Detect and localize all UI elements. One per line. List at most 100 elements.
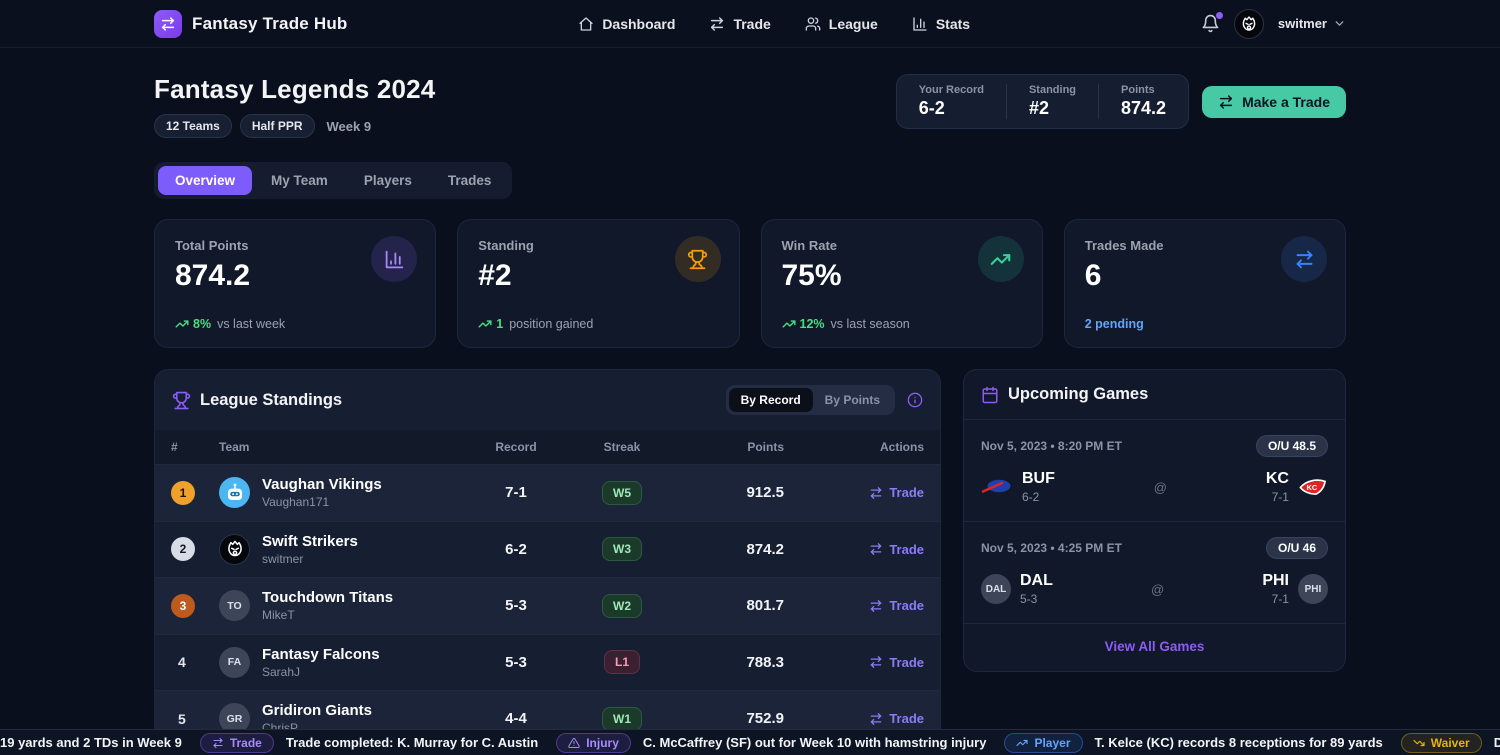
- bar-chart-icon: [371, 236, 418, 282]
- team-owner: Vaughan171: [262, 495, 330, 510]
- tab-players[interactable]: Players: [363, 173, 412, 188]
- table-header: # Team Record Streak Points Actions: [155, 430, 940, 464]
- swap-icon: [709, 16, 725, 32]
- trending-up-icon: [478, 317, 492, 331]
- rank-number: 4: [178, 654, 186, 671]
- injury-tag-badge: Injury: [556, 732, 631, 753]
- team-owner: switmer: [262, 551, 304, 566]
- make-a-trade-button[interactable]: Make a Trade: [1202, 85, 1346, 118]
- trade-button[interactable]: Trade: [869, 655, 924, 670]
- team-points: 788.3: [746, 653, 784, 671]
- swap-icon: [869, 712, 883, 726]
- rank-number: 5: [178, 710, 186, 727]
- standings-title: League Standings: [200, 390, 343, 409]
- trophy-icon: [172, 391, 191, 410]
- home-team-record: 7-1: [1271, 490, 1289, 504]
- team-name: Gridiron Giants: [262, 702, 373, 720]
- game-datetime: Nov 5, 2023 • 4:25 PM ET: [981, 541, 1122, 555]
- week-label: Week 9: [326, 118, 372, 134]
- points-label: Points: [1121, 84, 1155, 96]
- standing-label: Standing: [1028, 84, 1077, 96]
- team-points: 874.2: [746, 540, 784, 558]
- user-menu[interactable]: switmer: [1278, 16, 1346, 31]
- game-card: Nov 5, 2023 • 8:20 PM ET O/U 48.5 BUF 6-…: [964, 420, 1345, 521]
- view-all-games-link[interactable]: View All Games: [1104, 639, 1205, 654]
- nav-item-dashboard[interactable]: Dashboard: [578, 16, 675, 32]
- notifications-button[interactable]: [1201, 12, 1223, 33]
- trade-label: Trade: [889, 541, 924, 557]
- team-points: 752.9: [746, 710, 784, 728]
- home-icon: [578, 16, 594, 32]
- trending-up-icon: [977, 236, 1024, 282]
- trade-label: Trade: [889, 654, 924, 670]
- streak-badge: W2: [602, 593, 642, 618]
- league-header: Fantasy Legends 2024 12 Teams Half PPR W…: [154, 74, 1346, 138]
- team-name: Swift Strikers: [262, 532, 358, 550]
- calendar-icon: [981, 386, 999, 404]
- mascot-avatar-icon: [1237, 12, 1261, 36]
- info-icon[interactable]: [907, 392, 923, 408]
- app-brand[interactable]: Fantasy Trade Hub: [154, 9, 348, 38]
- swap-icon: [212, 737, 224, 749]
- league-standings-panel: League Standings By Record By Points # T…: [154, 369, 941, 748]
- chevron-down-icon: [1333, 17, 1346, 30]
- record-summary-card: Your Record 6-2 Standing #2 Points 874.2: [895, 74, 1190, 129]
- team-record: 5-3: [505, 653, 527, 671]
- sort-by-record[interactable]: By Record: [728, 388, 813, 412]
- away-team-code: BUF: [1022, 470, 1055, 487]
- home-team-code: KC: [1265, 470, 1289, 487]
- stat-card-trades-made: Trades Made 6 2 pending: [1063, 219, 1346, 348]
- team-points: 912.5: [746, 484, 784, 502]
- tag-label: Trade: [229, 735, 262, 750]
- tab-trades[interactable]: Trades: [447, 173, 492, 188]
- nav-item-trade[interactable]: Trade: [709, 16, 771, 32]
- sort-by-points[interactable]: By Points: [824, 393, 880, 407]
- stat-label: Win Rate: [781, 238, 838, 253]
- phi-logo-badge: PHI: [1297, 574, 1328, 604]
- team-record: 6-2: [505, 540, 527, 558]
- upcoming-games-panel: Upcoming Games Nov 5, 2023 • 8:20 PM ET …: [963, 369, 1346, 672]
- nav-item-stats[interactable]: Stats: [912, 16, 970, 32]
- trade-button[interactable]: Trade: [869, 711, 924, 726]
- scoring-badge: Half PPR: [239, 114, 315, 138]
- points-value: 874.2: [1121, 98, 1167, 118]
- stat-value: 6: [1084, 259, 1102, 292]
- record-label: Your Record: [918, 84, 984, 96]
- username: switmer: [1277, 16, 1327, 31]
- nav-label: League: [828, 15, 878, 32]
- tab-my-team[interactable]: My Team: [271, 173, 328, 188]
- swap-icon: [1281, 236, 1327, 282]
- user-avatar[interactable]: [1233, 8, 1264, 39]
- page-title: Fantasy Legends 2024: [154, 74, 436, 104]
- pending-trades-text: 2 pending: [1084, 317, 1144, 331]
- dal-logo-badge: DAL: [981, 574, 1011, 604]
- swap-icon: [869, 542, 883, 556]
- stat-label: Standing: [478, 238, 534, 253]
- bar-chart-icon: [912, 16, 928, 32]
- tab-overview[interactable]: Overview: [158, 166, 253, 195]
- trend-value: 12%: [799, 317, 825, 331]
- nav-label: Dashboard: [602, 15, 676, 32]
- team-avatar-mascot-icon: [219, 533, 250, 565]
- trade-button[interactable]: Trade: [869, 542, 924, 557]
- trade-button[interactable]: Trade: [869, 485, 924, 500]
- col-points: Points: [747, 440, 784, 454]
- over-under-badge: O/U 48.5: [1255, 435, 1328, 457]
- col-rank: #: [171, 440, 178, 454]
- teams-badge: 12 Teams: [154, 114, 232, 138]
- ticker-text: C. McCaffrey (SF) out for Week 10 with h…: [642, 735, 987, 750]
- trade-button[interactable]: Trade: [869, 598, 924, 613]
- streak-badge: W3: [602, 537, 642, 562]
- game-datetime: Nov 5, 2023 • 8:20 PM ET: [981, 439, 1122, 453]
- nav-item-league[interactable]: League: [805, 16, 878, 32]
- home-team-code: PHI: [1262, 572, 1289, 589]
- team-owner: SarahJ: [262, 664, 301, 679]
- users-icon: [805, 16, 821, 32]
- stat-value: 874.2: [175, 259, 251, 292]
- table-row: 3 TO Touchdown Titans MikeT 5-3 W2 801.7…: [155, 577, 940, 634]
- team-record: 4-4: [505, 710, 527, 728]
- stats-grid: Total Points 874.2 8% vs last week Stand…: [154, 219, 1346, 348]
- bills-logo-icon: [981, 476, 1013, 498]
- table-row: 4 FA Fantasy Falcons SarahJ 5-3 L1 788.3…: [155, 633, 940, 691]
- team-record: 7-1: [505, 484, 527, 502]
